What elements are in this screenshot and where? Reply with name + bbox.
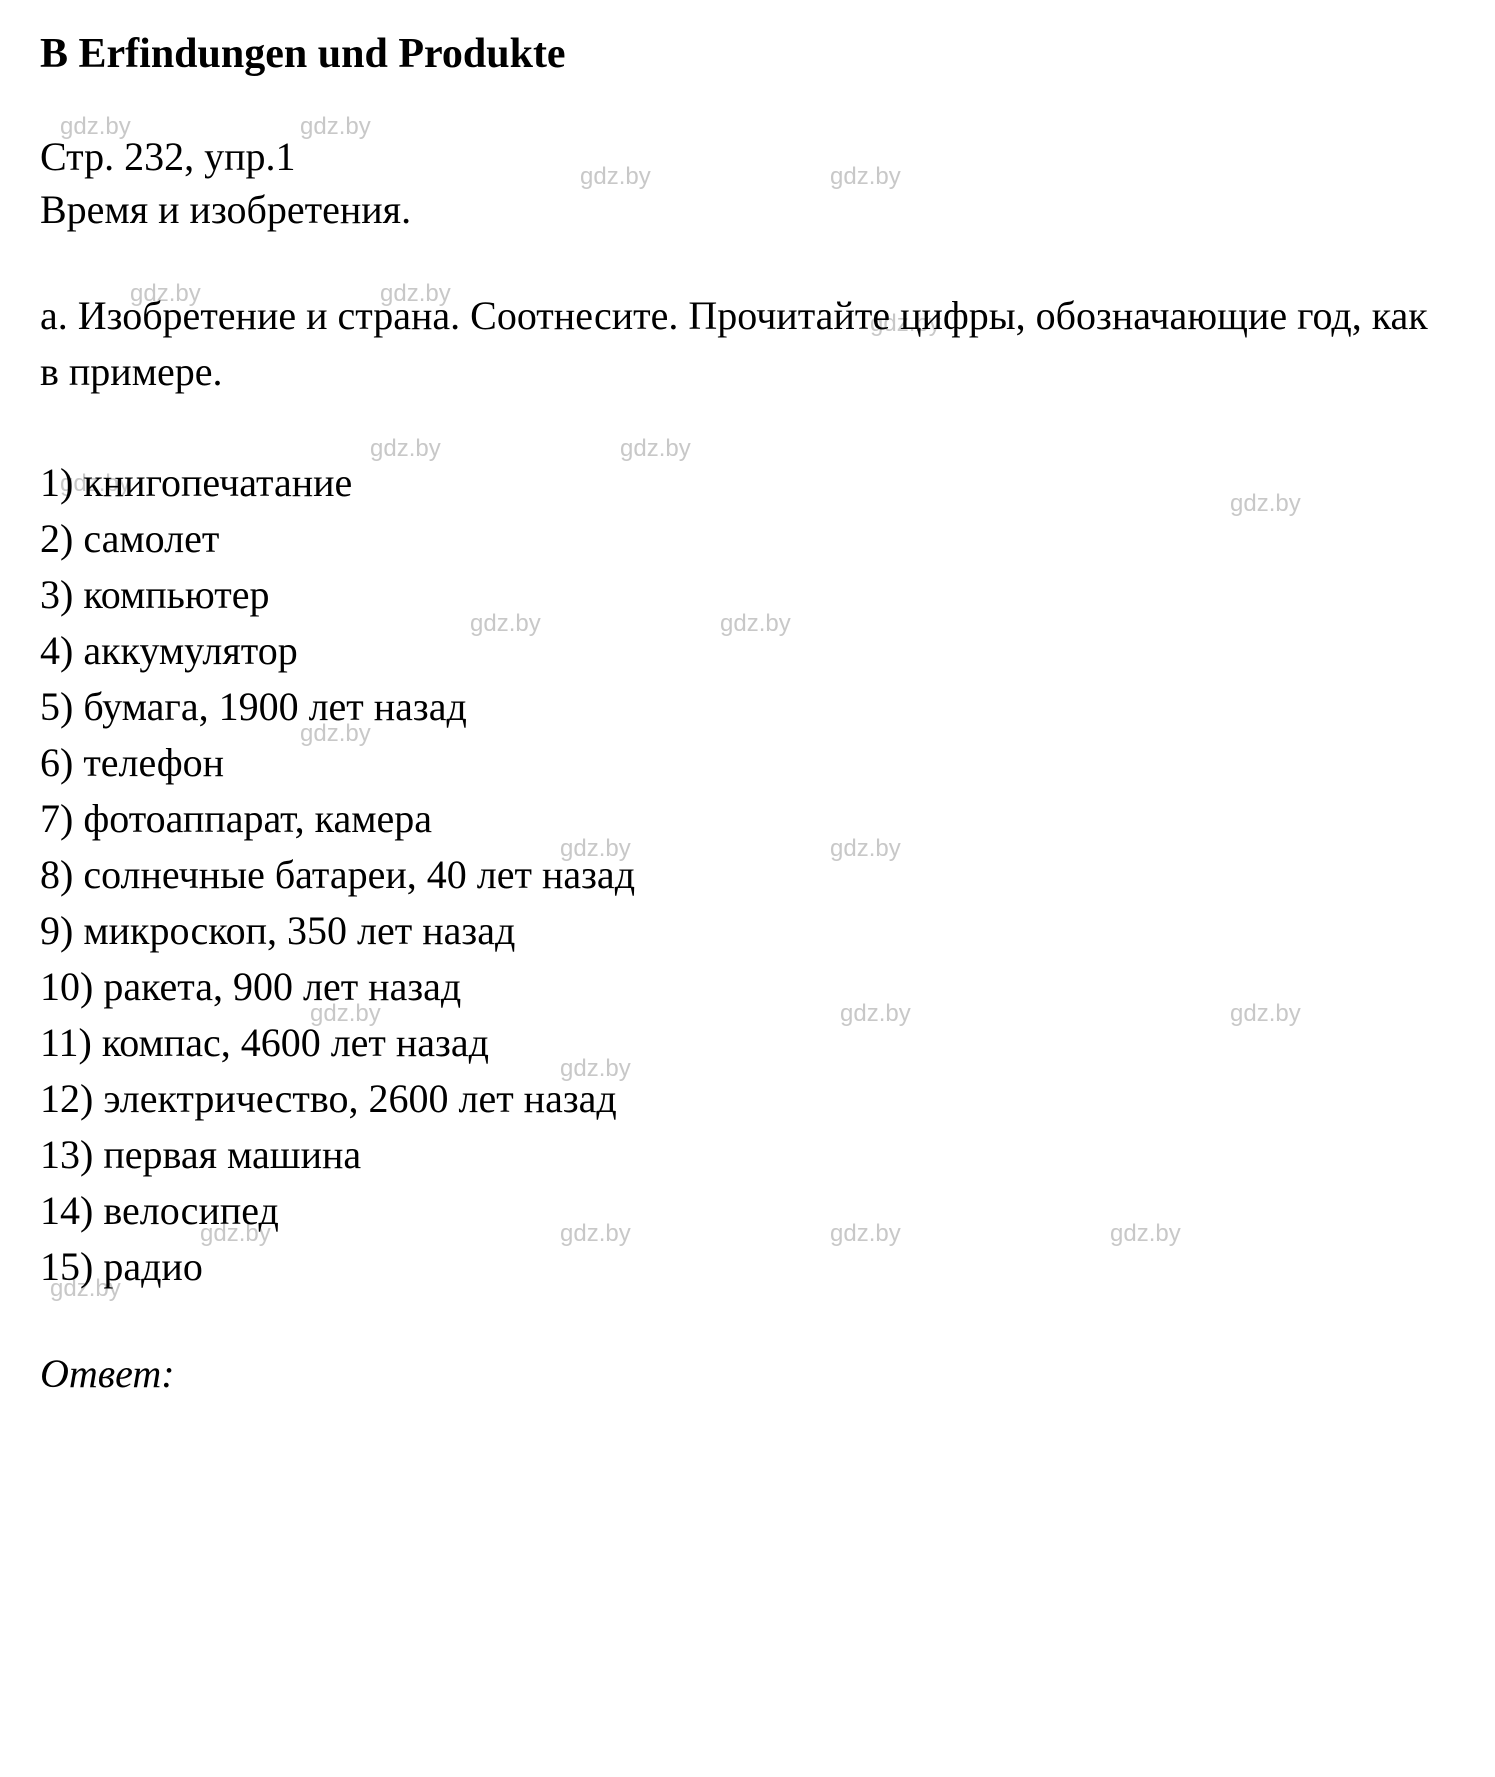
list-item: 6) телефон xyxy=(40,735,1455,791)
list-item: 5) бумага, 1900 лет назад xyxy=(40,679,1455,735)
section-heading: B Erfindungen und Produkte xyxy=(40,30,1455,78)
list-item: 1) книгопечатание xyxy=(40,455,1455,511)
list-item: 3) компьютер xyxy=(40,567,1455,623)
list-item: 15) радио xyxy=(40,1239,1455,1295)
list-item: 12) электричество, 2600 лет назад xyxy=(40,1071,1455,1127)
subtitle: Время и изобретения. xyxy=(40,186,1455,233)
list-item: 14) велосипед xyxy=(40,1183,1455,1239)
list-item: 2) самолет xyxy=(40,511,1455,567)
list-item: 9) микроскоп, 350 лет назад xyxy=(40,903,1455,959)
list-item: 7) фотоаппарат, камера xyxy=(40,791,1455,847)
page-reference: Стр. 232, упр.1 xyxy=(40,133,1455,180)
list-item: 8) солнечные батареи, 40 лет назад xyxy=(40,847,1455,903)
list-item: 11) компас, 4600 лет назад xyxy=(40,1015,1455,1071)
list-item: 4) аккумулятор xyxy=(40,623,1455,679)
numbered-list: 1) книгопечатание 2) самолет 3) компьюте… xyxy=(40,455,1455,1295)
list-item: 10) ракета, 900 лет назад xyxy=(40,959,1455,1015)
answer-label: Ответ: xyxy=(40,1350,1455,1397)
list-item: 13) первая машина xyxy=(40,1127,1455,1183)
instruction-text: а. Изобретение и страна. Соотнесите. Про… xyxy=(40,288,1455,400)
